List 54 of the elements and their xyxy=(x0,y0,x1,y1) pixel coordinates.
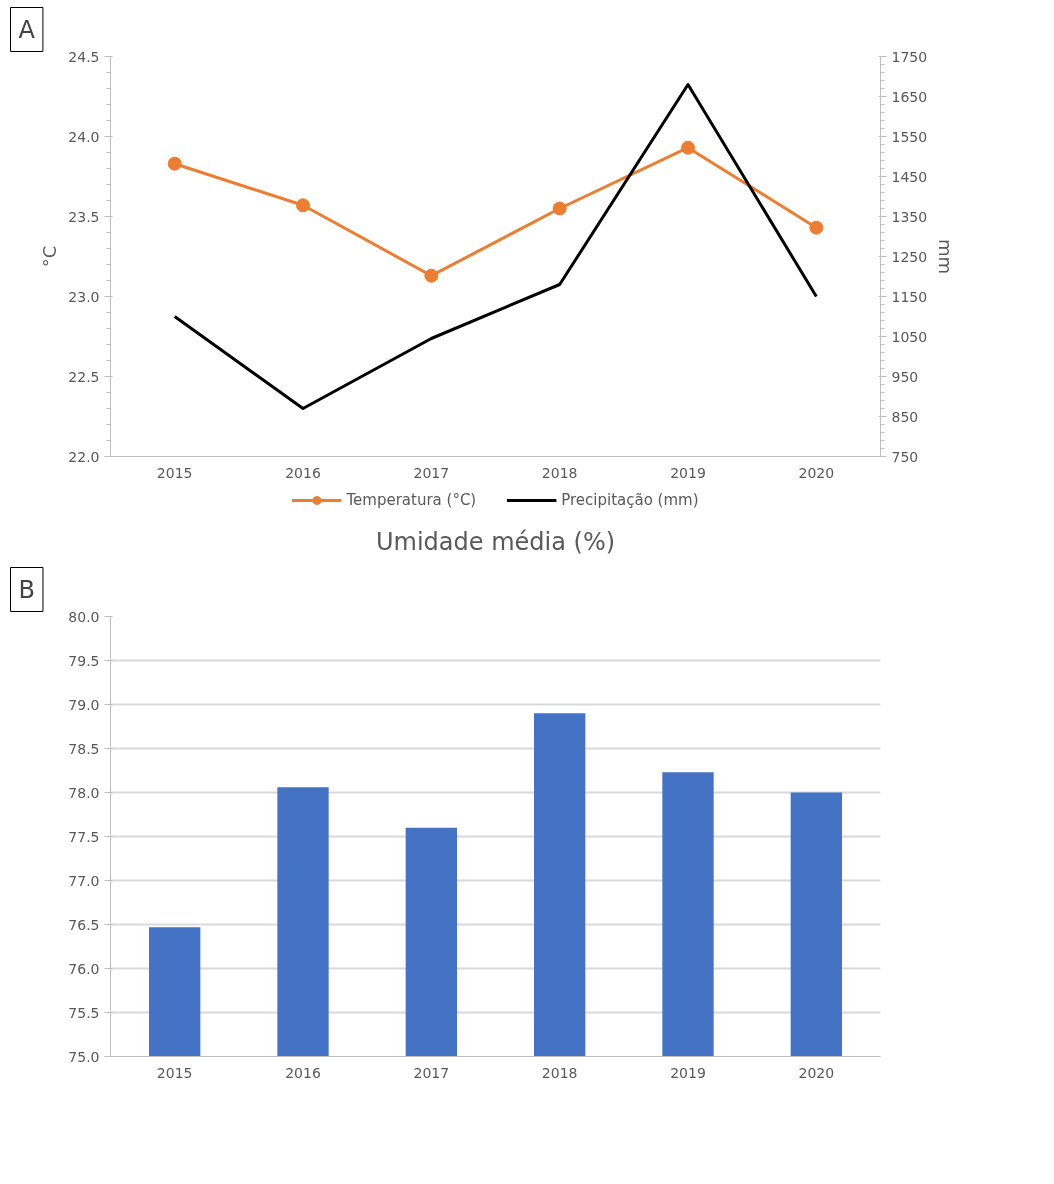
y-tick-label: 23.0 xyxy=(68,288,100,305)
x-tick-label: 2018 xyxy=(541,1064,578,1081)
legend-label: Temperatura (°C) xyxy=(346,491,477,509)
y2-tick-label: 1150 xyxy=(891,288,928,305)
x-tick-label: 2018 xyxy=(541,464,578,481)
y-tick-label: 76.5 xyxy=(68,916,100,933)
y2-axis-title: mm xyxy=(935,238,957,275)
text: B xyxy=(18,575,35,604)
y2-tick-label: 1450 xyxy=(891,168,928,185)
y-tick-label: 75.5 xyxy=(68,1004,100,1021)
y-tick-label: 79.5 xyxy=(68,652,100,669)
x-tick-label: 2020 xyxy=(798,1064,835,1081)
x-tick-label: 2019 xyxy=(670,1064,706,1081)
x-tick-label: 2020 xyxy=(798,464,835,481)
line-series xyxy=(173,83,818,410)
y-tick-label: 76.0 xyxy=(68,960,100,977)
y2-tick-label: 1550 xyxy=(891,128,928,145)
x-tick-label: 2017 xyxy=(413,464,450,481)
y-tick-label: 24.0 xyxy=(68,128,100,145)
y-tick-label: 75.0 xyxy=(68,1048,100,1065)
y2-tick-label: 1750 xyxy=(891,48,928,65)
point xyxy=(296,198,310,213)
x-tick-label: 2017 xyxy=(413,1064,450,1081)
y2-tick-label: 750 xyxy=(891,448,919,465)
y2-tick-label: 1250 xyxy=(891,248,928,265)
y2-tick-label: 1350 xyxy=(891,208,928,225)
y-tick-label: 22.0 xyxy=(68,448,100,465)
y-tick-label: 77.0 xyxy=(68,872,100,889)
y2-tick-label: 1650 xyxy=(891,88,928,105)
y-axis-title: °C xyxy=(39,245,61,268)
x-tick-label: 2015 xyxy=(156,464,193,481)
x-tick-label: 2016 xyxy=(285,1064,321,1081)
y-tick-label: 79.0 xyxy=(68,696,100,713)
point xyxy=(167,156,182,171)
x-tick-label: 2015 xyxy=(156,1064,193,1081)
y2-tick-label: 850 xyxy=(891,408,919,425)
legend-label: Precipitação (mm) xyxy=(561,491,699,509)
x-tick-label: 2019 xyxy=(670,464,706,481)
point xyxy=(809,220,824,235)
y-tick-label: 77.5 xyxy=(68,828,100,845)
y2-tick-label: 950 xyxy=(891,368,919,385)
text: A xyxy=(18,15,36,44)
y-tick-label: 78.5 xyxy=(68,740,100,757)
x-tick-label: 2016 xyxy=(285,464,321,481)
y-tick-label: 78.0 xyxy=(68,784,100,801)
point xyxy=(552,201,567,216)
point xyxy=(424,268,439,283)
point xyxy=(681,140,695,155)
chart-title: Umidade média (%) xyxy=(375,527,616,556)
y2-tick-label: 1050 xyxy=(891,328,928,345)
y-tick-label: 24.5 xyxy=(68,48,100,65)
y-tick-label: 23.5 xyxy=(68,208,100,225)
y-tick-label: 22.5 xyxy=(68,368,100,385)
y-tick-label: 80.0 xyxy=(68,608,100,625)
